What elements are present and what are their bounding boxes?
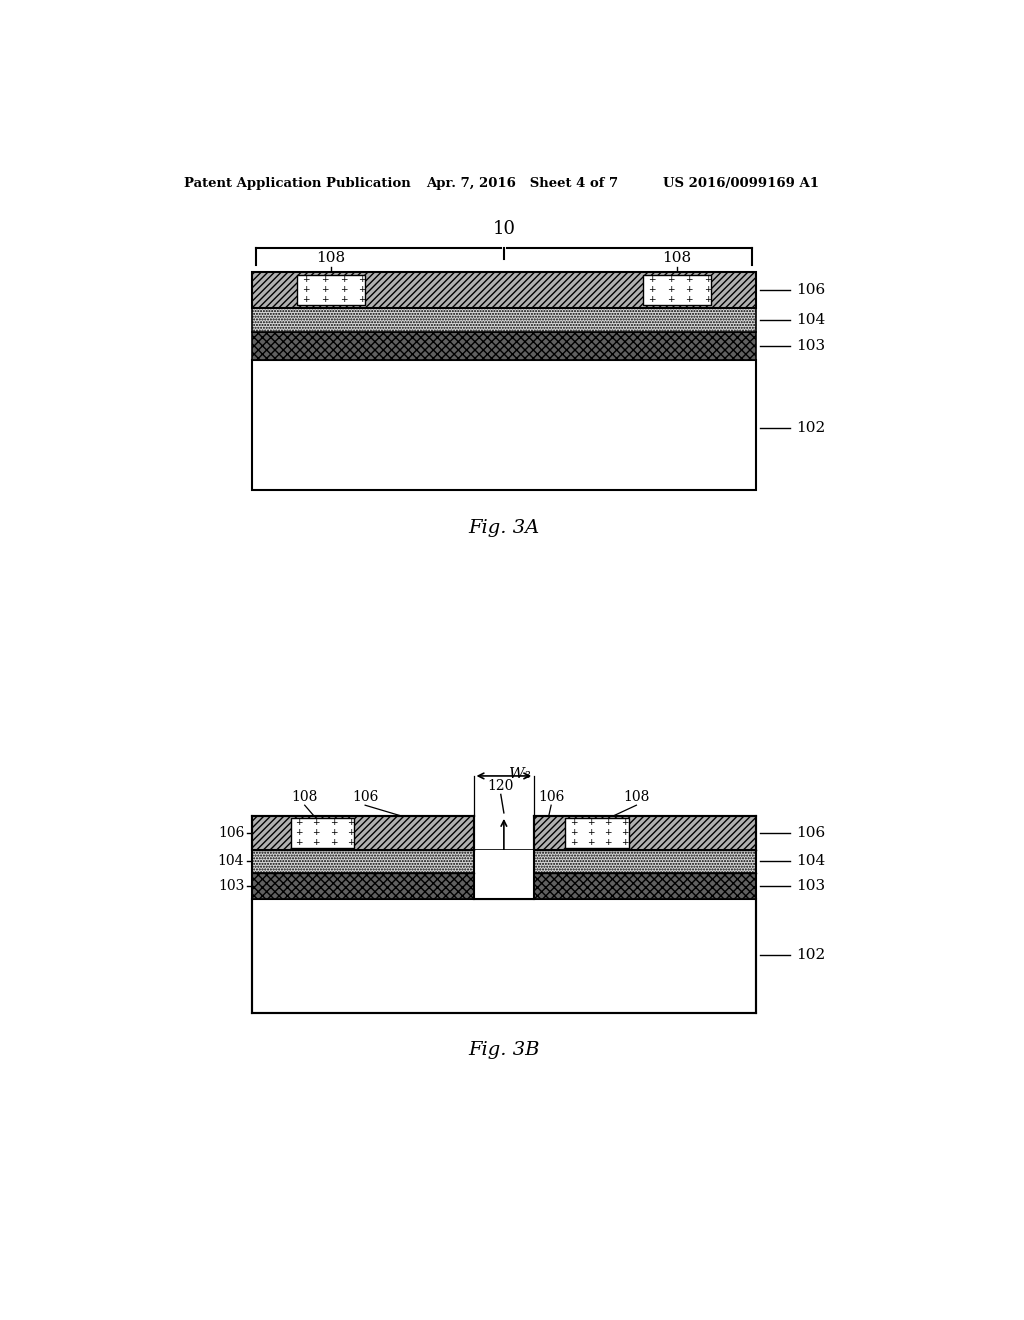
Text: 104: 104 — [796, 854, 825, 869]
Text: +: + — [340, 275, 347, 284]
Bar — [297, 275, 366, 305]
Text: 102: 102 — [796, 421, 825, 434]
Text: +: + — [604, 817, 611, 826]
Text: +: + — [347, 828, 354, 837]
Text: 103: 103 — [796, 879, 825, 894]
Bar — [252, 360, 756, 490]
Bar — [535, 816, 756, 850]
Text: +: + — [570, 838, 578, 846]
Bar — [474, 873, 535, 899]
Text: 10: 10 — [493, 220, 515, 239]
Bar — [291, 818, 354, 847]
Bar — [252, 850, 756, 873]
Text: 108: 108 — [316, 251, 346, 265]
Text: 104: 104 — [796, 313, 825, 327]
Text: +: + — [685, 285, 693, 294]
Text: +: + — [312, 828, 321, 837]
Text: 106: 106 — [796, 282, 825, 297]
Bar — [252, 816, 474, 850]
Text: +: + — [330, 828, 337, 837]
Text: +: + — [703, 294, 712, 304]
Text: +: + — [340, 294, 347, 304]
Text: +: + — [570, 828, 578, 837]
Text: +: + — [621, 838, 629, 846]
Text: +: + — [587, 838, 594, 846]
Text: US 2016/0099169 A1: US 2016/0099169 A1 — [663, 177, 819, 190]
Text: 108: 108 — [624, 789, 649, 804]
Text: Fig. 3B: Fig. 3B — [468, 1040, 540, 1059]
Text: +: + — [570, 817, 578, 826]
Bar — [474, 850, 535, 873]
Text: +: + — [312, 838, 321, 846]
Text: +: + — [340, 285, 347, 294]
Text: +: + — [358, 275, 366, 284]
Text: +: + — [312, 817, 321, 826]
Text: +: + — [322, 275, 329, 284]
Text: Fig. 3A: Fig. 3A — [468, 519, 540, 537]
Text: 103: 103 — [218, 879, 245, 894]
Text: +: + — [667, 285, 674, 294]
Text: 106: 106 — [796, 826, 825, 840]
Text: +: + — [667, 294, 674, 304]
Text: 102: 102 — [796, 948, 825, 962]
Text: 104: 104 — [218, 854, 245, 869]
Text: 108: 108 — [292, 789, 317, 804]
Text: +: + — [330, 817, 337, 826]
Text: +: + — [621, 817, 629, 826]
Text: +: + — [358, 294, 366, 304]
Text: 108: 108 — [663, 251, 691, 265]
Text: +: + — [648, 285, 655, 294]
Text: 120: 120 — [487, 779, 514, 793]
Text: +: + — [703, 275, 712, 284]
Text: 106: 106 — [538, 789, 564, 804]
Text: +: + — [296, 838, 303, 846]
Text: +: + — [358, 285, 366, 294]
Text: +: + — [296, 817, 303, 826]
Text: +: + — [587, 817, 594, 826]
Text: +: + — [685, 275, 693, 284]
Text: +: + — [648, 275, 655, 284]
Text: Apr. 7, 2016   Sheet 4 of 7: Apr. 7, 2016 Sheet 4 of 7 — [426, 177, 618, 190]
Text: W₂: W₂ — [509, 767, 530, 781]
Bar — [252, 308, 756, 333]
Bar — [565, 818, 629, 847]
Text: +: + — [648, 294, 655, 304]
Text: +: + — [302, 285, 310, 294]
Text: +: + — [347, 838, 354, 846]
Text: +: + — [703, 285, 712, 294]
Text: +: + — [604, 828, 611, 837]
Bar — [643, 275, 711, 305]
Text: +: + — [685, 294, 693, 304]
Text: +: + — [621, 828, 629, 837]
Text: Patent Application Publication: Patent Application Publication — [183, 177, 411, 190]
Text: +: + — [322, 285, 329, 294]
Text: 103: 103 — [796, 339, 825, 354]
Text: D₄: D₄ — [509, 850, 527, 865]
Text: +: + — [330, 838, 337, 846]
Bar — [252, 899, 756, 1014]
Text: +: + — [604, 838, 611, 846]
Text: +: + — [347, 817, 354, 826]
Text: +: + — [667, 275, 674, 284]
Text: 106: 106 — [218, 826, 245, 840]
Text: +: + — [322, 294, 329, 304]
Text: 106: 106 — [352, 789, 378, 804]
Text: +: + — [587, 828, 594, 837]
Bar — [252, 333, 756, 360]
Bar — [252, 873, 756, 899]
Bar — [252, 272, 756, 308]
Text: +: + — [296, 828, 303, 837]
Text: +: + — [302, 294, 310, 304]
Text: +: + — [302, 275, 310, 284]
